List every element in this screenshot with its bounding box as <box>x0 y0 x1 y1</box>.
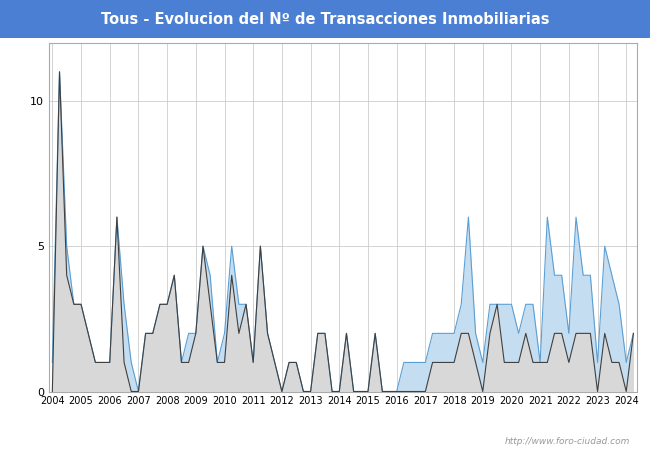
Text: http://www.foro-ciudad.com: http://www.foro-ciudad.com <box>505 436 630 446</box>
Text: Tous - Evolucion del Nº de Transacciones Inmobiliarias: Tous - Evolucion del Nº de Transacciones… <box>101 12 549 27</box>
